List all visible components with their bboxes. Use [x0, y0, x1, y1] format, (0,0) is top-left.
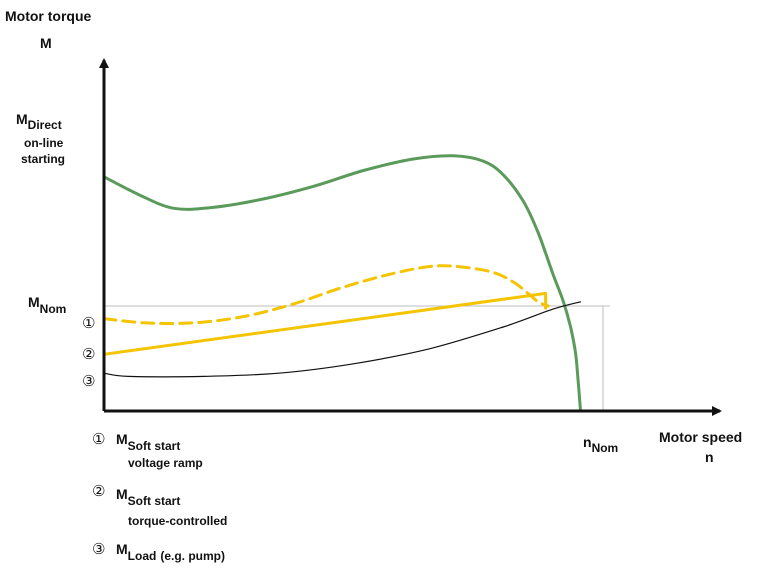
y-tick-direct-sub: Direct [28, 118, 62, 132]
legend-marker-2: ② [92, 482, 105, 500]
legend-entry-torque-controlled: ② MSoft start torque-controlled [92, 482, 227, 528]
legend-main-2: M [116, 486, 128, 502]
legend-sub-1: Soft start [128, 439, 181, 453]
legend-main-1: M [116, 431, 128, 447]
legend-label-1: MSoft start [116, 431, 180, 453]
y-tick-nominal-sub: Nom [40, 302, 67, 316]
y-axis-title: Motor torque [5, 8, 92, 24]
legend-sub-2: Soft start [128, 494, 181, 508]
legend-detail-3: (e.g. pump) [160, 549, 225, 563]
x-tick-nominal-label: nNom [583, 434, 618, 455]
y-tick-direct-main: M [16, 111, 28, 127]
y-tick-direct-line-2: starting [21, 152, 65, 166]
series-load-curve [103, 301, 582, 378]
y-tick-nominal-main: M [28, 294, 40, 310]
y-tick-direct-line-1: on-line [24, 136, 64, 150]
series-direct-on-line-curve [102, 154, 582, 413]
x-axis-title: Motor speed [659, 429, 742, 445]
series-torque-controlled-curve [102, 291, 548, 356]
legend-label-3: MLoad (e.g. pump) [116, 541, 225, 563]
x-axis-symbol: n [705, 449, 714, 465]
legend-main-3: M [116, 541, 128, 557]
y-tick-nominal-label: MNom [28, 294, 66, 316]
legend-label-2: MSoft start [116, 486, 180, 508]
curve-marker-3: ③ [82, 372, 95, 390]
y-tick-direct-label: MDirect [16, 111, 62, 132]
legend-entry-load: ③ MLoad (e.g. pump) [92, 540, 225, 563]
x-tick-nominal-main: n [583, 434, 592, 450]
curve-marker-1: ① [82, 314, 95, 332]
y-axis-symbol: M [40, 35, 52, 51]
legend-marker-3: ③ [92, 540, 105, 558]
legend-sub-3: Load [128, 549, 157, 563]
x-tick-nominal-sub: Nom [592, 441, 619, 455]
series-voltage-ramp-curve [102, 264, 550, 325]
legend-detail-1: voltage ramp [128, 456, 203, 470]
legend-detail-2: torque-controlled [128, 514, 227, 528]
curve-marker-2: ② [82, 345, 95, 363]
legend-marker-1: ① [92, 430, 105, 448]
legend-entry-voltage-ramp: ① MSoft start voltage ramp [92, 430, 203, 470]
